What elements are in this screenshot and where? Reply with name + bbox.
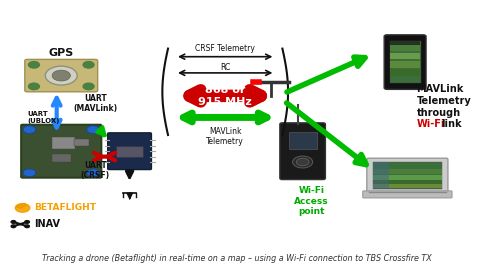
FancyBboxPatch shape [390,45,420,51]
Text: UART
(MAVLink): UART (MAVLink) [73,94,118,113]
Text: INAV: INAV [34,219,60,229]
FancyBboxPatch shape [52,137,75,149]
FancyBboxPatch shape [74,139,89,146]
Text: UART
(UBLOX): UART (UBLOX) [27,111,60,124]
FancyBboxPatch shape [363,191,452,198]
FancyBboxPatch shape [280,123,325,180]
FancyBboxPatch shape [390,53,420,59]
Circle shape [296,158,309,166]
Text: RC: RC [220,63,230,72]
Circle shape [11,225,16,228]
FancyBboxPatch shape [390,61,420,68]
FancyBboxPatch shape [390,41,420,45]
Text: MAVLink
Telemetry: MAVLink Telemetry [206,127,244,146]
Circle shape [11,221,16,223]
Text: MAVLink: MAVLink [417,84,464,94]
FancyBboxPatch shape [367,158,448,193]
Polygon shape [16,203,26,208]
Circle shape [45,66,77,85]
Circle shape [25,225,29,228]
FancyBboxPatch shape [373,175,442,180]
Circle shape [52,70,71,81]
FancyBboxPatch shape [373,162,389,189]
Circle shape [15,204,30,212]
FancyBboxPatch shape [373,169,442,174]
Circle shape [23,169,36,177]
Text: Wi-Fi
Access
point: Wi-Fi Access point [294,186,329,216]
FancyBboxPatch shape [52,154,71,162]
Circle shape [83,83,94,90]
FancyBboxPatch shape [373,180,442,185]
Circle shape [87,126,99,133]
Circle shape [87,169,99,177]
Text: BETAFLIGHT: BETAFLIGHT [34,203,96,212]
Text: 868 or
915 MHz: 868 or 915 MHz [198,85,252,107]
FancyBboxPatch shape [373,184,442,188]
Text: Tracking a drone (Betaflight) in real-time on a map – using a Wi-Fi connection t: Tracking a drone (Betaflight) in real-ti… [42,254,432,263]
Text: GPS: GPS [48,48,74,58]
FancyBboxPatch shape [384,35,426,89]
Text: Telemetry: Telemetry [417,96,471,106]
Text: through: through [417,107,461,118]
FancyBboxPatch shape [373,162,442,189]
Circle shape [83,62,94,68]
Circle shape [25,221,29,223]
Text: Wi-Fi: Wi-Fi [417,119,445,129]
FancyBboxPatch shape [390,69,420,76]
Text: CRSF Telemetry: CRSF Telemetry [195,44,255,53]
Text: link: link [442,119,462,129]
Circle shape [293,156,312,168]
Circle shape [28,83,39,90]
Circle shape [23,126,36,133]
FancyBboxPatch shape [390,41,420,83]
FancyBboxPatch shape [288,132,317,149]
Text: ▼: ▼ [126,190,133,200]
Circle shape [28,62,39,68]
FancyBboxPatch shape [108,133,151,170]
FancyBboxPatch shape [116,146,143,157]
FancyBboxPatch shape [21,125,101,178]
FancyBboxPatch shape [25,59,98,92]
Text: UART
(CRSF): UART (CRSF) [81,161,110,180]
